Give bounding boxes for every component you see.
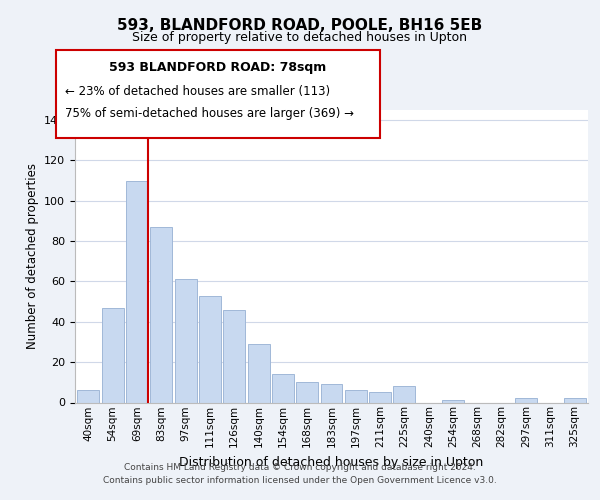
Bar: [563, 398, 586, 402]
Text: Contains public sector information licensed under the Open Government Licence v3: Contains public sector information licen…: [103, 476, 497, 485]
Bar: [223, 310, 245, 402]
Bar: [126, 180, 148, 402]
Bar: [515, 398, 537, 402]
Text: 593, BLANDFORD ROAD, POOLE, BH16 5EB: 593, BLANDFORD ROAD, POOLE, BH16 5EB: [118, 18, 482, 32]
Bar: [394, 386, 415, 402]
Y-axis label: Number of detached properties: Number of detached properties: [26, 163, 38, 349]
Bar: [369, 392, 391, 402]
Bar: [296, 382, 318, 402]
Bar: [345, 390, 367, 402]
Text: 75% of semi-detached houses are larger (369) →: 75% of semi-detached houses are larger (…: [65, 106, 354, 120]
Bar: [175, 280, 197, 402]
Bar: [77, 390, 100, 402]
Bar: [320, 384, 343, 402]
Bar: [248, 344, 269, 403]
Bar: [442, 400, 464, 402]
Bar: [151, 227, 172, 402]
X-axis label: Distribution of detached houses by size in Upton: Distribution of detached houses by size …: [179, 456, 484, 468]
Text: Size of property relative to detached houses in Upton: Size of property relative to detached ho…: [133, 31, 467, 44]
Bar: [102, 308, 124, 402]
Text: Contains HM Land Registry data © Crown copyright and database right 2024.: Contains HM Land Registry data © Crown c…: [124, 462, 476, 471]
Bar: [199, 296, 221, 403]
Text: ← 23% of detached houses are smaller (113): ← 23% of detached houses are smaller (11…: [65, 85, 330, 98]
Bar: [272, 374, 294, 402]
Text: 593 BLANDFORD ROAD: 78sqm: 593 BLANDFORD ROAD: 78sqm: [109, 62, 326, 74]
